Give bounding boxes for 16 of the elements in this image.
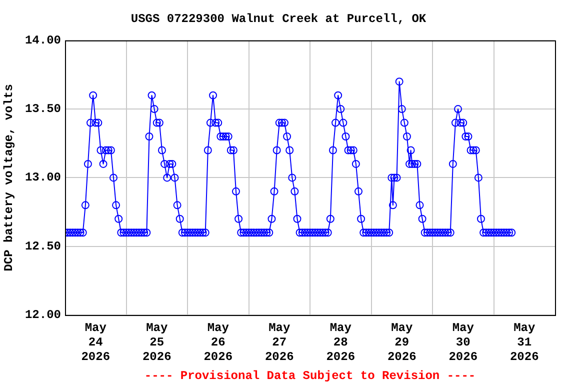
x-tick-label: May 25 2026 — [142, 321, 172, 364]
x-tick-label: May 26 2026 — [204, 321, 233, 364]
x-tick-label: May 28 2026 — [326, 321, 356, 364]
y-axis-title: DCP battery voltage, volts — [2, 84, 16, 272]
y-tick-label: 14.00 — [24, 33, 61, 48]
x-tick-label: May 31 2026 — [510, 321, 539, 364]
x-tick-label: May 30 2026 — [448, 321, 478, 364]
y-tick-label: 13.50 — [24, 102, 61, 116]
text: ---- Provisional Data Subject to Revision ---- — [144, 369, 476, 383]
x-tick-label: May 24 2026 — [81, 321, 110, 364]
x-tick-label: May 27 2026 — [264, 321, 294, 364]
y-tick-label: 12.50 — [24, 239, 61, 254]
y-tick-label: 13.00 — [24, 170, 61, 185]
y-tick-label: 12.00 — [24, 308, 61, 322]
x-tick-label: May 29 2026 — [387, 321, 416, 364]
chart-title: USGS 07229300 Walnut Creek at Purcell, OK — [130, 12, 427, 26]
